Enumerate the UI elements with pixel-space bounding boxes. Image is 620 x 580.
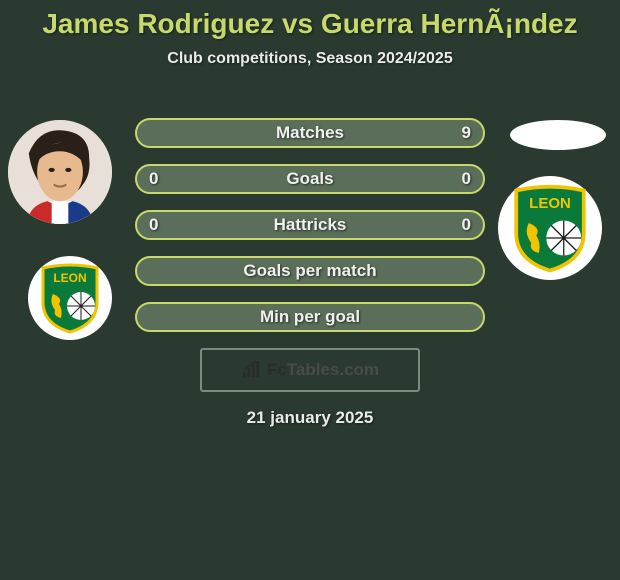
svg-text:LEON: LEON	[529, 195, 571, 212]
leon-crest-icon: LEON	[39, 262, 101, 334]
comparison-date: 21 january 2025	[0, 408, 620, 428]
stat-label: Min per goal	[260, 307, 360, 327]
watermark-text: FcTables.com	[267, 360, 379, 380]
stat-value-right: 0	[462, 169, 471, 189]
stat-bar: 0 Hattricks 0	[135, 210, 485, 240]
stat-bars: Matches 9 0 Goals 0 0 Hattricks 0 Goals per matc…	[135, 98, 485, 332]
bar-chart-icon	[241, 361, 263, 379]
stat-label: Hattricks	[274, 215, 347, 235]
stat-value-left: 0	[149, 215, 158, 235]
stat-value-left: 0	[149, 169, 158, 189]
watermark-prefix: Fc	[267, 360, 287, 379]
player-left-club-crest: LEON	[28, 256, 112, 340]
watermark: FcTables.com	[200, 348, 420, 392]
stat-bar: Matches 9	[135, 118, 485, 148]
comparison-title: James Rodriguez vs Guerra HernÃ¡ndez	[0, 0, 620, 40]
stat-bar: Min per goal	[135, 302, 485, 332]
stat-label: Goals	[286, 169, 333, 189]
comparison-body: LEON LEON Matches 9 0 Goals 0 0 Hattricks 0 Goal…	[0, 98, 620, 428]
watermark-suffix: Tables.com	[287, 360, 379, 379]
comparison-subtitle: Club competitions, Season 2024/2025	[0, 40, 620, 68]
player-right-club-crest: LEON	[498, 176, 602, 280]
stat-bar: 0 Goals 0	[135, 164, 485, 194]
player-left-avatar	[8, 120, 112, 224]
stat-value-right: 0	[462, 215, 471, 235]
stat-value-right: 9	[462, 123, 471, 143]
stat-label: Goals per match	[243, 261, 376, 281]
stat-label: Matches	[276, 123, 344, 143]
leon-crest-icon: LEON	[511, 183, 589, 273]
stat-bar: Goals per match	[135, 256, 485, 286]
player-right-avatar	[510, 120, 606, 150]
svg-text:LEON: LEON	[53, 271, 86, 285]
